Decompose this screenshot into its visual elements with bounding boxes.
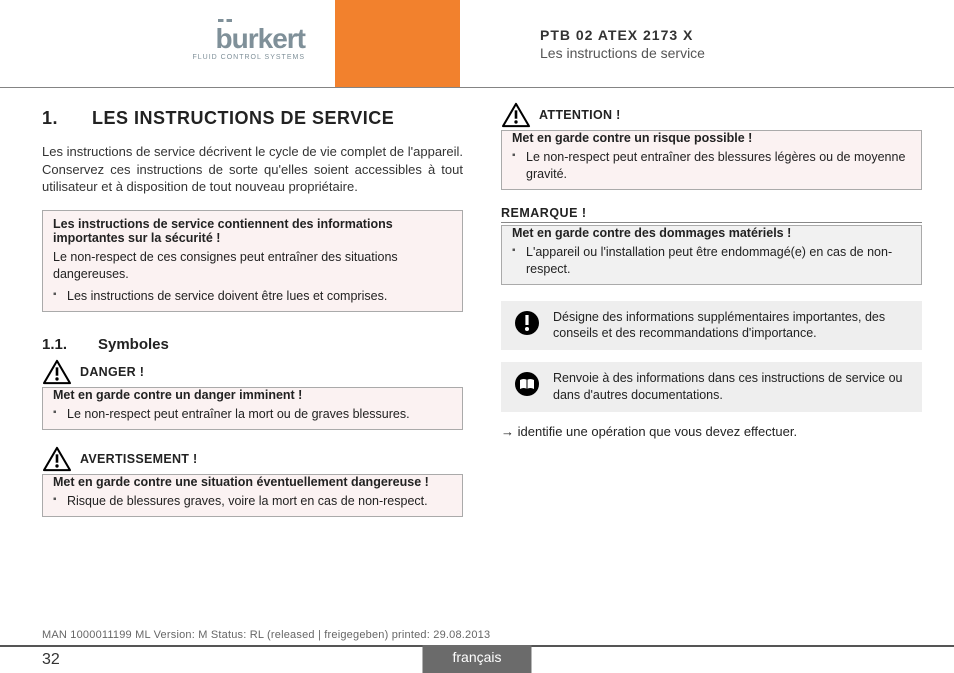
remarque-box: Met en garde contre des dommages matérie… [501, 225, 922, 285]
header-right: PTB 02 ATEX 2173 X Les instructions de s… [460, 0, 954, 87]
heading-1-1: 1.1. Symboles [42, 336, 463, 353]
logo-wordmark: burkert [192, 26, 305, 51]
safety-box-text: Le non-respect de ces consignes peut ent… [43, 249, 462, 289]
language-tab: français [422, 645, 531, 673]
footer-bar: 32 français [0, 645, 954, 673]
attention-label: ATTENTION ! [539, 108, 621, 122]
attention-row: ATTENTION ! [501, 102, 922, 128]
heading-1-1-number: 1.1. [42, 336, 98, 353]
avert-label: AVERTISSEMENT ! [80, 452, 197, 466]
attention-box: Met en garde contre un risque possible !… [501, 130, 922, 190]
header-left: burkert FLUID CONTROL SYSTEMS [0, 0, 335, 87]
logo-tagline: FLUID CONTROL SYSTEMS [192, 54, 305, 61]
doc-subtitle: Les instructions de service [540, 45, 954, 61]
manual-book-icon [513, 370, 541, 398]
remarque-bullet: L'appareil ou l'installation peut être e… [512, 244, 911, 278]
logo-rest: urkert [232, 23, 305, 54]
burkert-logo: burkert FLUID CONTROL SYSTEMS [192, 26, 305, 60]
danger-bullet: Le non-respect peut entraîner la mort ou… [53, 406, 452, 423]
info-crossref-text: Renvoie à des informations dans ces inst… [553, 370, 910, 404]
page-header: burkert FLUID CONTROL SYSTEMS PTB 02 ATE… [0, 0, 954, 88]
avert-row: AVERTISSEMENT ! [42, 446, 463, 472]
warning-triangle-icon [42, 446, 72, 472]
page: burkert FLUID CONTROL SYSTEMS PTB 02 ATE… [0, 0, 954, 673]
danger-box: Met en garde contre un danger imminent !… [42, 387, 463, 430]
doc-code: PTB 02 ATEX 2173 X [540, 27, 954, 43]
avert-bold: Met en garde contre une situation éventu… [43, 475, 462, 493]
avert-bullet: Risque de blessures graves, voire la mor… [53, 493, 452, 510]
heading-1-1-text: Symboles [98, 336, 169, 353]
page-body: 1. LES INSTRUCTIONS DE SERVICE Les instr… [0, 88, 954, 628]
avert-box: Met en garde contre une situation éventu… [42, 474, 463, 517]
arrow-instruction: → identifie une opération que vous devez… [501, 424, 922, 439]
attention-bullet: Le non-respect peut entraîner des blessu… [512, 149, 911, 183]
warning-triangle-icon [42, 359, 72, 385]
danger-label: DANGER ! [80, 365, 144, 379]
heading-1: 1. LES INSTRUCTIONS DE SERVICE [42, 108, 463, 129]
safety-info-box: Les instructions de service contiennent … [42, 210, 463, 313]
remarque-label: REMARQUE ! [501, 206, 922, 223]
column-right: ATTENTION ! Met en garde contre un risqu… [501, 102, 922, 628]
intro-paragraph: Les instructions de service décrivent le… [42, 143, 463, 196]
heading-1-text: LES INSTRUCTIONS DE SERVICE [92, 108, 394, 129]
warning-triangle-icon [501, 102, 531, 128]
header-orange-tab [335, 0, 460, 87]
exclamation-circle-icon [513, 309, 541, 337]
heading-1-number: 1. [42, 108, 92, 129]
info-importance-text: Désigne des informations supplémentaires… [553, 309, 910, 343]
page-number: 32 [42, 651, 60, 669]
safety-box-head: Les instructions de service contiennent … [43, 211, 462, 249]
man-version-line: MAN 1000011199 ML Version: M Status: RL … [42, 629, 490, 641]
danger-row: DANGER ! [42, 359, 463, 385]
remarque-bold: Met en garde contre des dommages matérie… [502, 226, 921, 244]
info-crossref-row: Renvoie à des informations dans ces inst… [501, 362, 922, 412]
info-importance-row: Désigne des informations supplémentaires… [501, 301, 922, 351]
danger-bold: Met en garde contre un danger imminent ! [43, 388, 462, 406]
column-left: 1. LES INSTRUCTIONS DE SERVICE Les instr… [42, 102, 463, 628]
safety-box-bullet: Les instructions de service doivent être… [53, 288, 452, 305]
attention-bold: Met en garde contre un risque possible ! [502, 131, 921, 149]
